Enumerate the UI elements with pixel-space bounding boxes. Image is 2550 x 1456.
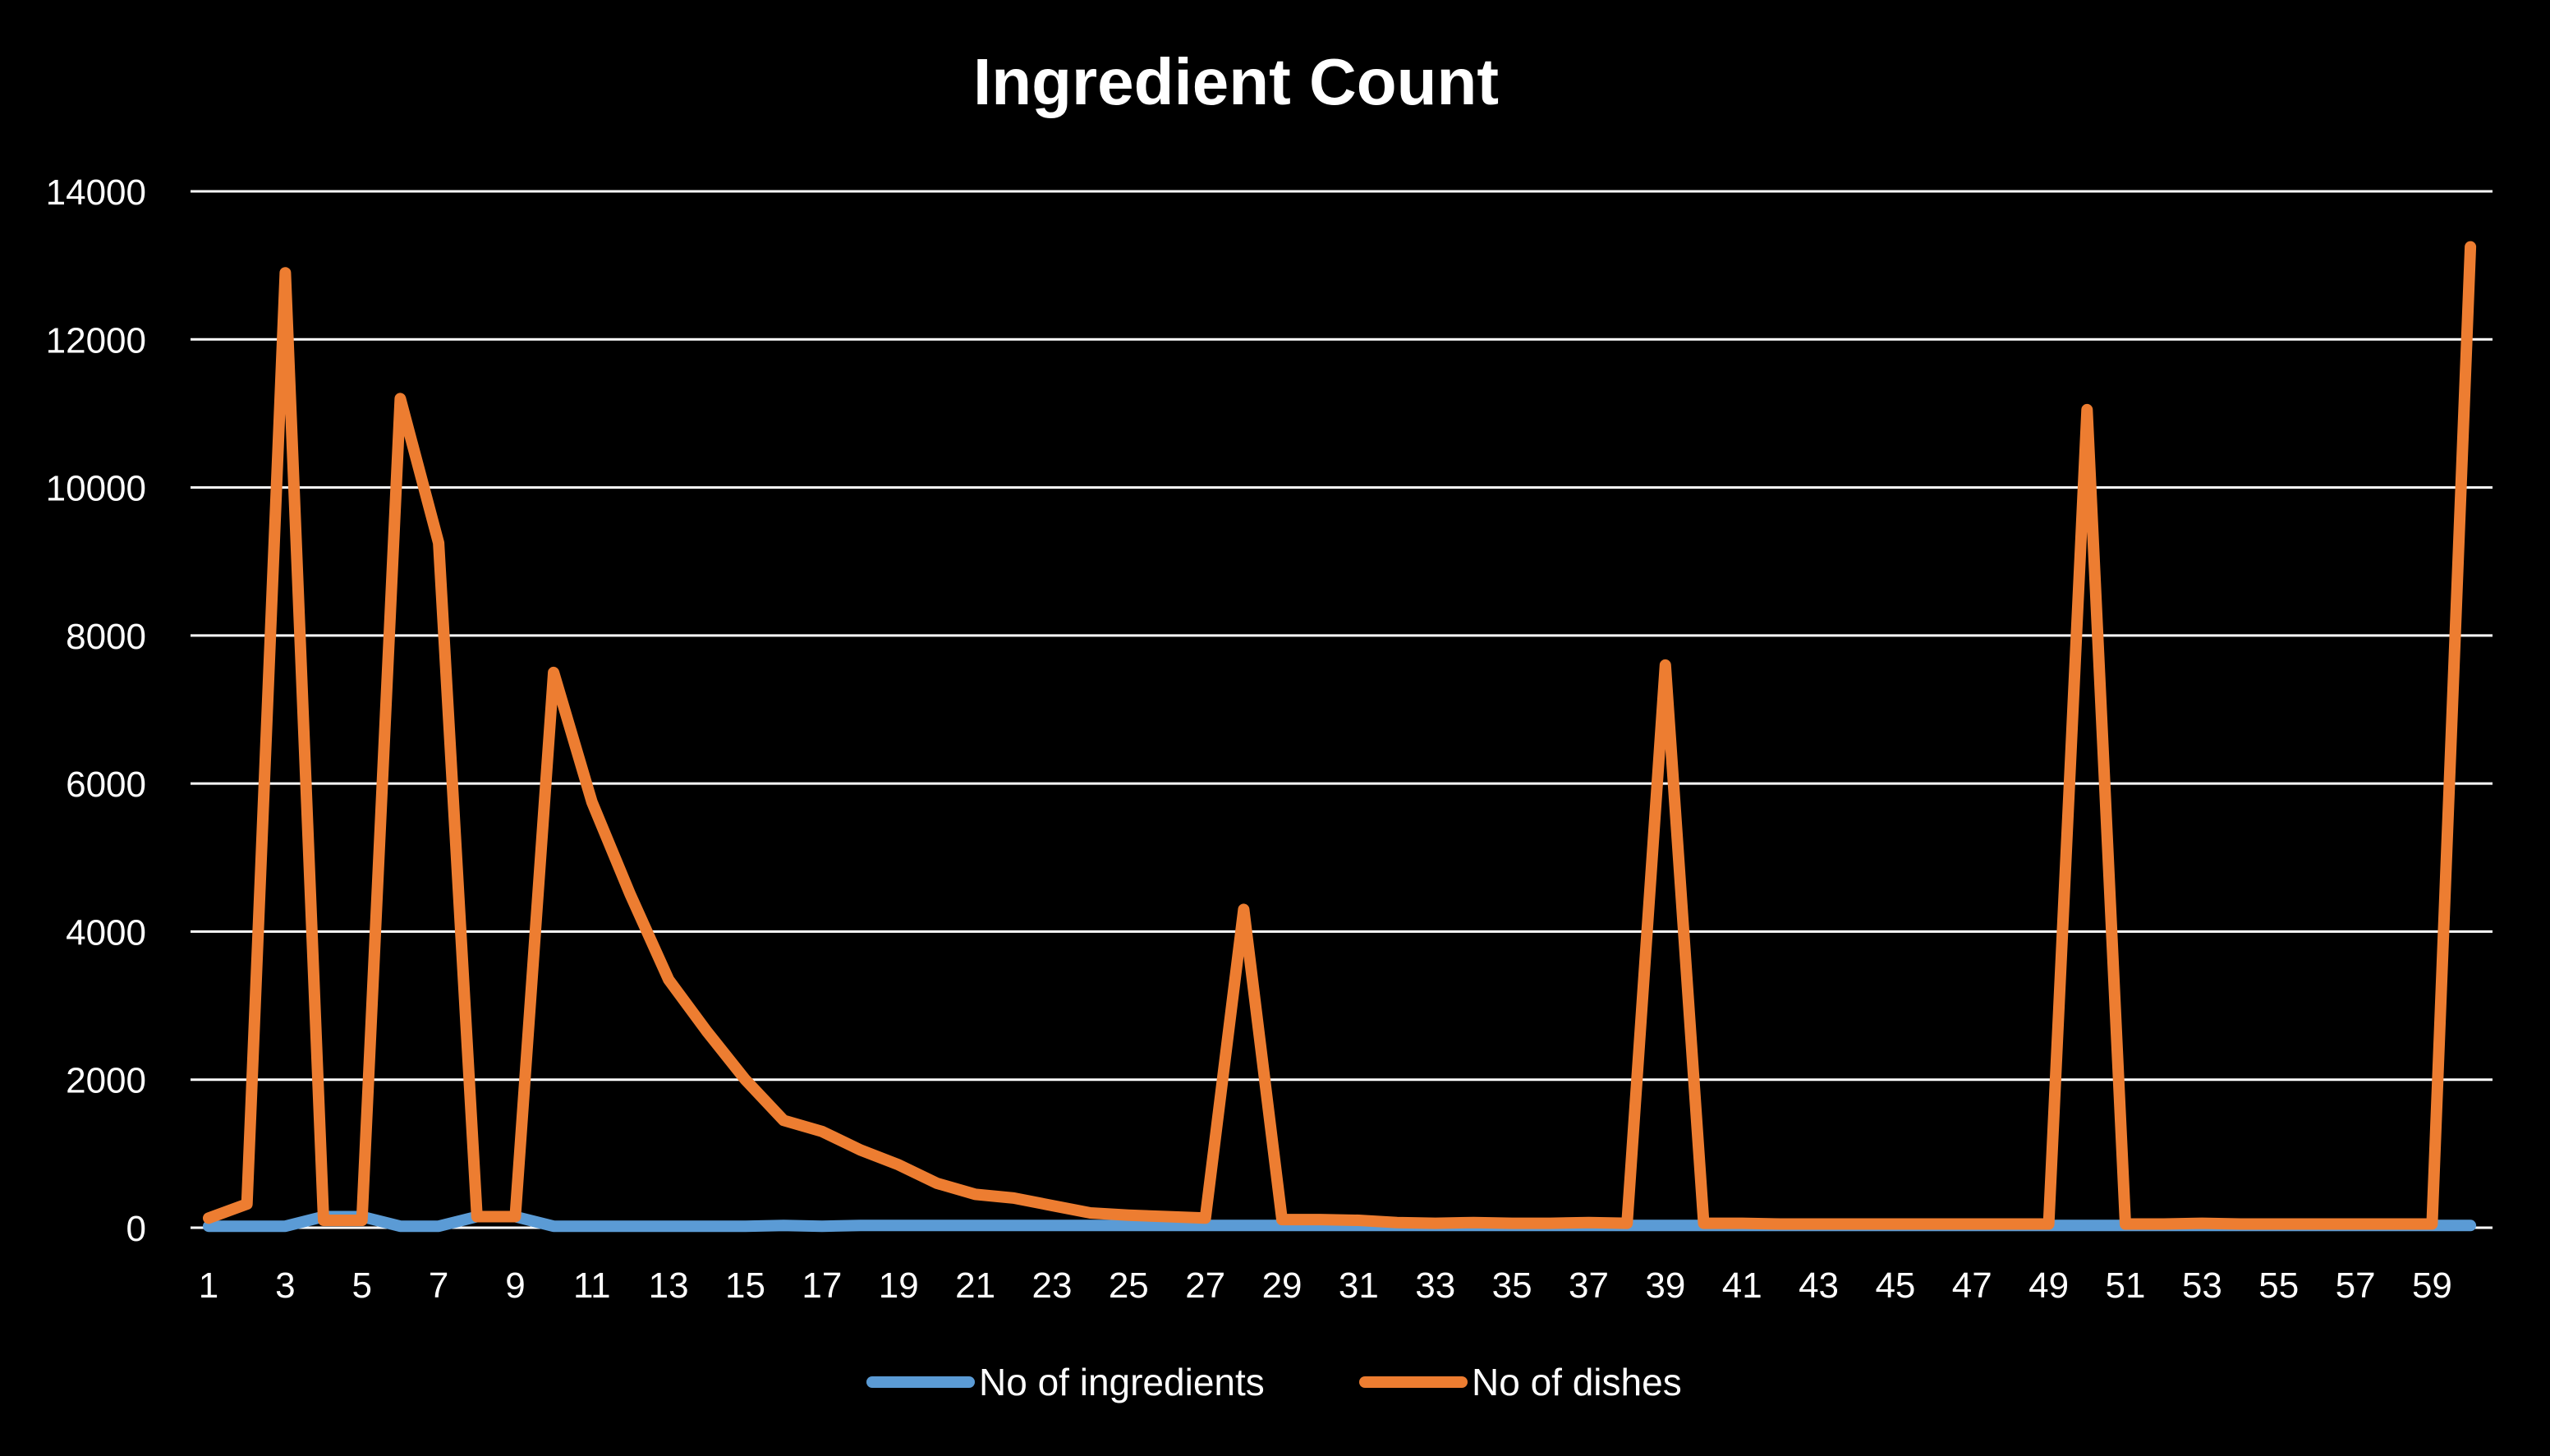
y-tick-label: 14000 [46,172,146,213]
y-tick-label: 0 [126,1209,146,1249]
legend: No of ingredients No of dishes [866,1361,1682,1403]
x-tick-label: 3 [275,1265,295,1306]
x-tick-label: 7 [429,1265,448,1306]
x-tick-label: 57 [2336,1265,2376,1306]
x-tick-label: 11 [573,1265,611,1306]
x-tick-label: 33 [1415,1265,1455,1306]
x-tick-label: 45 [1875,1265,1915,1306]
x-tick-label: 53 [2182,1265,2222,1306]
x-tick-label: 51 [2106,1265,2146,1306]
x-tick-label: 59 [2412,1265,2452,1306]
x-tick-label: 21 [955,1265,995,1306]
chart-title: Ingredient Count [973,45,1499,118]
legend-item-no-of-ingredients: No of ingredients [866,1361,1265,1403]
x-tick-label: 27 [1185,1265,1225,1306]
x-tick-label: 37 [1569,1265,1609,1306]
x-tick-label: 19 [879,1265,919,1306]
y-tick-label: 2000 [66,1061,146,1101]
x-tick-label: 49 [2029,1265,2069,1306]
series-lines [203,241,2477,1233]
x-tick-label: 55 [2258,1265,2299,1306]
legend-label: No of dishes [1472,1361,1682,1403]
y-tick-label: 6000 [66,765,146,805]
x-tick-label: 17 [802,1265,842,1306]
legend-label: No of ingredients [979,1361,1265,1403]
x-tick-label: 23 [1031,1265,1072,1306]
gridlines [191,190,2493,1229]
x-tick-label: 1 [199,1265,218,1306]
y-tick-label: 8000 [66,617,146,657]
x-tick-label: 47 [1952,1265,1992,1306]
x-tick-label: 9 [505,1265,525,1306]
x-tick-label: 35 [1492,1265,1532,1306]
x-tick-label: 29 [1262,1265,1303,1306]
x-tick-label: 5 [351,1265,371,1306]
x-tick-label: 39 [1645,1265,1685,1306]
x-tick-label: 31 [1339,1265,1379,1306]
series-line-no-of-dishes [203,241,2477,1230]
y-tick-label: 4000 [66,912,146,953]
x-tick-label: 25 [1109,1265,1149,1306]
x-axis-tick-labels: 1 3 5 7 9 11 13 15 17 19 21 23 25 27 29 31 33 35 37 39 41 43 4… [199,1265,2452,1306]
y-tick-label: 10000 [46,469,146,509]
y-axis-tick-labels: 0 2000 4000 6000 8000 10000 12000 14000 [46,172,146,1249]
x-tick-label: 43 [1799,1265,1839,1306]
x-tick-label: 15 [725,1265,765,1306]
x-tick-label: 41 [1722,1265,1762,1306]
legend-item-no-of-dishes: No of dishes [1359,1361,1682,1403]
y-tick-label: 12000 [46,320,146,361]
x-tick-label: 13 [649,1265,689,1306]
